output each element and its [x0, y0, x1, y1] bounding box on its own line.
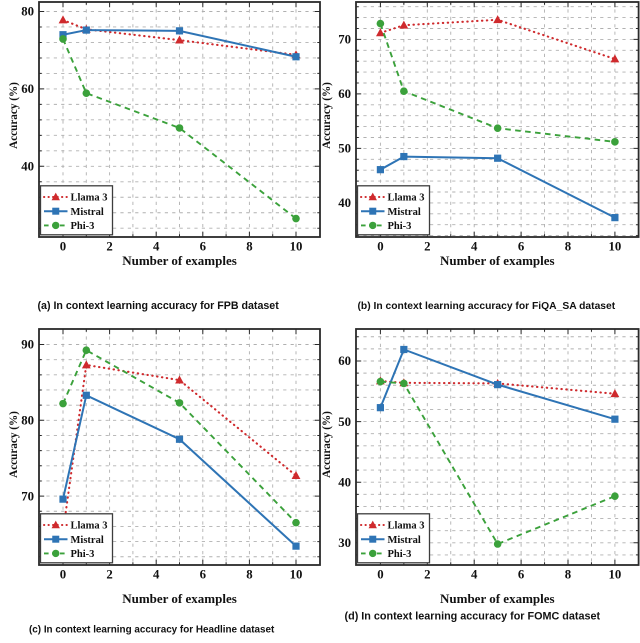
- svg-text:30: 30: [338, 536, 351, 550]
- svg-text:Phi-3: Phi-3: [71, 549, 95, 560]
- svg-text:6: 6: [200, 568, 207, 582]
- svg-text:4: 4: [471, 240, 478, 254]
- svg-text:Phi-3: Phi-3: [388, 549, 412, 560]
- svg-text:Llama 3: Llama 3: [71, 521, 108, 532]
- svg-text:60: 60: [338, 354, 351, 368]
- svg-text:0: 0: [60, 568, 66, 582]
- svg-text:10: 10: [609, 240, 622, 254]
- svg-text:50: 50: [338, 415, 351, 429]
- svg-text:10: 10: [290, 568, 303, 582]
- svg-text:Number of examples: Number of examples: [122, 591, 237, 606]
- svg-text:Accuracy (%): Accuracy (%): [8, 82, 20, 149]
- svg-text:60: 60: [338, 87, 351, 101]
- svg-text:70: 70: [338, 33, 351, 47]
- svg-text:2: 2: [106, 568, 112, 582]
- svg-text:(a) In context learning accura: (a) In context learning accuracy for FPB…: [38, 300, 280, 312]
- svg-text:40: 40: [21, 160, 34, 174]
- svg-text:50: 50: [338, 142, 351, 156]
- svg-text:60: 60: [21, 82, 34, 96]
- svg-text:40: 40: [338, 475, 351, 489]
- svg-text:8: 8: [246, 568, 252, 582]
- svg-text:10: 10: [290, 240, 303, 254]
- svg-text:Mistral: Mistral: [71, 207, 104, 218]
- svg-text:8: 8: [565, 568, 571, 582]
- svg-text:Number of examples: Number of examples: [122, 253, 237, 268]
- svg-text:6: 6: [200, 240, 207, 254]
- svg-text:0: 0: [377, 240, 383, 254]
- svg-text:Phi-3: Phi-3: [388, 221, 412, 232]
- svg-text:2: 2: [424, 568, 430, 582]
- svg-text:Accuracy (%): Accuracy (%): [321, 411, 333, 478]
- svg-text:0: 0: [377, 568, 383, 582]
- svg-text:Phi-3: Phi-3: [71, 221, 95, 232]
- svg-text:Llama 3: Llama 3: [388, 193, 425, 204]
- svg-text:(d) In context learning accura: (d) In context learning accuracy for FOM…: [345, 610, 601, 622]
- svg-text:8: 8: [565, 240, 571, 254]
- svg-text:Mistral: Mistral: [71, 535, 104, 546]
- svg-text:4: 4: [153, 568, 160, 582]
- svg-text:Accuracy (%): Accuracy (%): [8, 411, 20, 478]
- svg-text:Number of examples: Number of examples: [440, 253, 555, 268]
- svg-text:Mistral: Mistral: [388, 535, 421, 546]
- svg-text:Accuracy (%): Accuracy (%): [321, 82, 333, 149]
- svg-text:40: 40: [338, 196, 351, 210]
- svg-text:8: 8: [246, 240, 252, 254]
- svg-text:4: 4: [153, 240, 160, 254]
- svg-text:2: 2: [424, 240, 430, 254]
- svg-text:Llama 3: Llama 3: [71, 193, 108, 204]
- svg-text:2: 2: [106, 240, 112, 254]
- svg-text:Llama 3: Llama 3: [388, 521, 425, 532]
- svg-text:Mistral: Mistral: [388, 207, 421, 218]
- svg-text:90: 90: [21, 338, 34, 352]
- svg-text:(c) In context learning accura: (c) In context learning accuracy for Hea…: [29, 625, 275, 636]
- svg-text:80: 80: [21, 414, 34, 428]
- svg-text:70: 70: [21, 489, 34, 503]
- svg-text:4: 4: [471, 568, 478, 582]
- svg-text:6: 6: [518, 240, 525, 254]
- svg-text:(b) In context learning accura: (b) In context learning accuracy for FiQ…: [358, 301, 616, 312]
- svg-text:Number of examples: Number of examples: [440, 591, 555, 606]
- svg-text:0: 0: [60, 240, 66, 254]
- svg-text:6: 6: [518, 568, 525, 582]
- svg-text:10: 10: [609, 568, 622, 582]
- svg-text:80: 80: [21, 5, 34, 19]
